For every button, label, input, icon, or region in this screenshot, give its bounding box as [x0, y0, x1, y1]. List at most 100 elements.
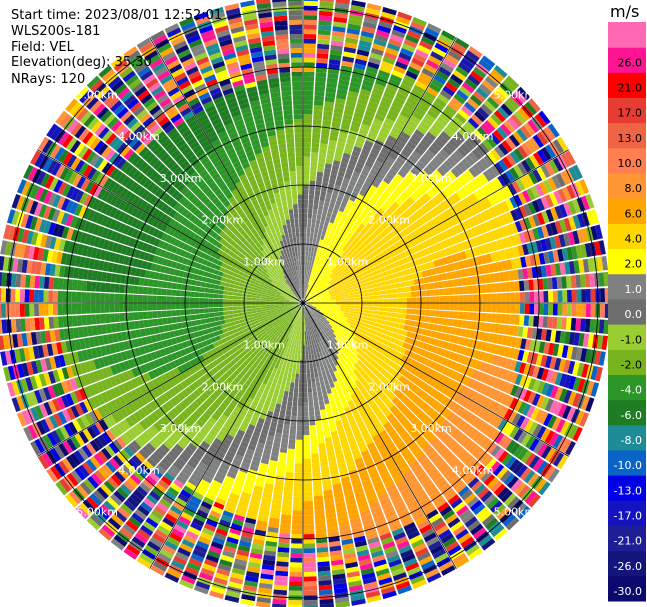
velocity-gate — [443, 288, 450, 296]
velocity-gate — [544, 144, 556, 159]
velocity-gate — [316, 297, 322, 300]
velocity-gate — [499, 249, 507, 261]
velocity-gate — [332, 189, 340, 196]
velocity-gate — [449, 303, 455, 311]
velocity-gate — [304, 293, 306, 299]
velocity-gate — [322, 240, 327, 246]
velocity-gate — [409, 320, 415, 327]
velocity-gate — [312, 119, 322, 125]
velocity-gate — [343, 46, 357, 54]
velocity-gate — [373, 306, 379, 311]
velocity-gate — [561, 276, 567, 289]
velocity-gate — [345, 168, 354, 176]
velocity-gate — [315, 180, 322, 187]
velocity-gate — [396, 56, 410, 66]
velocity-gate — [342, 177, 350, 184]
velocity-gate — [512, 246, 520, 258]
velocity-gate — [303, 505, 314, 511]
velocity-gate — [359, 35, 374, 43]
velocity-gate — [333, 184, 341, 191]
velocity-gate — [396, 308, 402, 314]
velocity-gate — [330, 282, 336, 287]
velocity-gate — [309, 293, 314, 297]
velocity-gate — [307, 392, 313, 398]
velocity-gate — [445, 81, 458, 93]
velocity-gate — [305, 279, 307, 285]
velocity-gate — [378, 130, 389, 139]
velocity-gate — [387, 239, 394, 247]
velocity-gate — [309, 175, 316, 181]
velocity-gate — [324, 290, 329, 294]
velocity-gate — [503, 100, 517, 113]
velocity-gate — [377, 25, 392, 34]
velocity-gate — [304, 289, 307, 294]
velocity-gate — [318, 289, 323, 293]
velocity-gate — [294, 468, 303, 473]
velocity-gate — [331, 268, 337, 273]
velocity-gate — [286, 376, 291, 383]
velocity-gate — [543, 179, 553, 193]
velocity-gate — [363, 114, 374, 123]
velocity-gate — [376, 286, 383, 291]
velocity-gate — [477, 107, 490, 119]
velocity-gate — [318, 376, 324, 382]
velocity-gate — [331, 121, 341, 128]
velocity-gate — [401, 269, 408, 276]
velocity-gate — [346, 282, 352, 286]
velocity-gate — [424, 113, 436, 124]
velocity-gate — [428, 145, 439, 156]
velocity-gate — [349, 179, 357, 187]
velocity-gate — [366, 259, 373, 266]
velocity-gate — [577, 213, 586, 228]
velocity-gate — [390, 164, 400, 173]
velocity-gate — [288, 585, 303, 591]
velocity-gate — [303, 519, 314, 525]
velocity-gate — [311, 138, 320, 144]
velocity-gate — [412, 16, 427, 27]
velocity-gate — [392, 293, 398, 299]
velocity-gate — [303, 218, 308, 223]
velocity-gate — [600, 303, 606, 318]
velocity-gate — [435, 70, 449, 81]
velocity-gate — [308, 291, 312, 296]
velocity-gate — [508, 247, 516, 259]
velocity-gate — [311, 142, 320, 149]
velocity-gate — [388, 152, 398, 161]
velocity-gate — [359, 229, 366, 237]
velocity-gate — [324, 256, 329, 263]
velocity-gate — [423, 179, 433, 189]
velocity-gate — [557, 188, 568, 203]
velocity-gate — [411, 303, 417, 309]
velocity-gate — [296, 364, 300, 369]
velocity-gate — [335, 235, 341, 242]
velocity-gate — [331, 30, 345, 38]
velocity-gate — [344, 293, 350, 297]
velocity-gate — [379, 277, 385, 282]
velocity-gate — [561, 247, 569, 261]
velocity-gate — [389, 193, 398, 201]
velocity-gate — [314, 284, 319, 289]
velocity-gate — [319, 249, 324, 255]
velocity-gate — [309, 185, 315, 191]
velocity-gate — [513, 164, 524, 178]
velocity-gate — [282, 428, 290, 435]
velocity-gate — [531, 241, 539, 254]
velocity-gate — [358, 40, 372, 48]
velocity-gate — [364, 192, 373, 200]
velocity-gate — [328, 63, 340, 70]
velocity-gate — [317, 39, 330, 45]
velocity-gate — [311, 282, 315, 287]
velocity-gate — [406, 291, 412, 298]
velocity-gate — [307, 300, 313, 302]
velocity-gate — [467, 117, 480, 129]
velocity-gate — [522, 190, 532, 203]
velocity-gate — [549, 192, 559, 206]
velocity-gate — [347, 244, 354, 251]
velocity-gate — [307, 213, 313, 219]
velocity-gate — [490, 252, 497, 263]
velocity-gate — [283, 390, 289, 397]
velocity-gate — [316, 298, 322, 301]
velocity-gate — [370, 266, 377, 273]
velocity-gate — [401, 148, 411, 158]
velocity-gate — [501, 172, 512, 185]
